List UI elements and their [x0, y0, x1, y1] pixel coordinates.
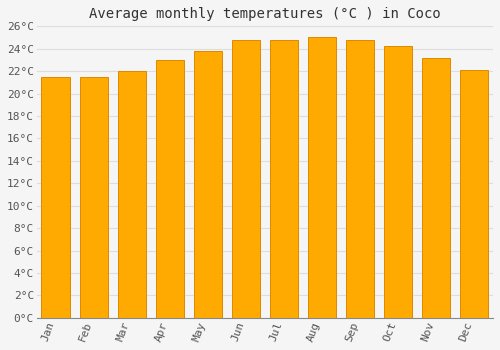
Bar	[270, 40, 298, 318]
Bar	[118, 71, 146, 318]
Bar	[194, 51, 222, 318]
Bar	[42, 77, 70, 318]
Bar	[232, 40, 260, 318]
Bar	[422, 58, 450, 318]
Bar	[308, 37, 336, 318]
Title: Average monthly temperatures (°C ) in Coco: Average monthly temperatures (°C ) in Co…	[89, 7, 441, 21]
Bar	[460, 70, 488, 318]
Bar	[346, 40, 374, 318]
Bar	[80, 77, 108, 318]
Bar	[156, 60, 184, 318]
Bar	[384, 47, 412, 318]
